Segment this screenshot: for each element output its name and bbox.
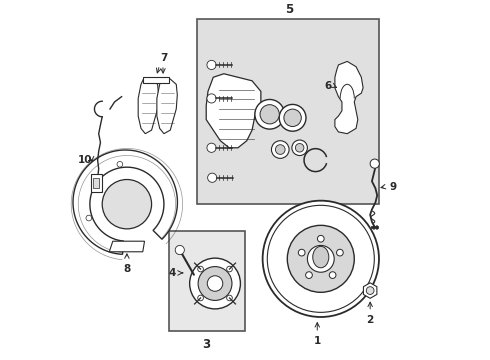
Circle shape bbox=[255, 99, 285, 129]
Circle shape bbox=[86, 215, 92, 221]
Circle shape bbox=[198, 267, 232, 301]
Ellipse shape bbox=[313, 246, 329, 268]
Bar bbox=[169, 231, 245, 331]
Polygon shape bbox=[335, 62, 363, 134]
Circle shape bbox=[198, 266, 203, 272]
Text: 3: 3 bbox=[202, 338, 210, 351]
Circle shape bbox=[227, 266, 232, 272]
Text: 2: 2 bbox=[367, 315, 374, 325]
Circle shape bbox=[292, 140, 307, 156]
Circle shape bbox=[284, 109, 301, 126]
Circle shape bbox=[337, 249, 343, 256]
Bar bbox=[91, 174, 101, 192]
Circle shape bbox=[208, 173, 217, 182]
Circle shape bbox=[117, 161, 122, 167]
Bar bbox=[143, 77, 169, 83]
Circle shape bbox=[287, 225, 354, 292]
Circle shape bbox=[207, 94, 216, 103]
Circle shape bbox=[307, 246, 334, 272]
Circle shape bbox=[306, 272, 312, 278]
Circle shape bbox=[295, 144, 304, 152]
Circle shape bbox=[260, 105, 279, 124]
Polygon shape bbox=[73, 150, 177, 254]
Circle shape bbox=[190, 258, 241, 309]
Text: 7: 7 bbox=[160, 53, 168, 63]
Circle shape bbox=[267, 205, 374, 312]
Polygon shape bbox=[157, 79, 177, 134]
Circle shape bbox=[279, 104, 306, 131]
Text: 6: 6 bbox=[324, 81, 331, 91]
Text: 1: 1 bbox=[314, 336, 321, 346]
Text: 4: 4 bbox=[169, 268, 176, 278]
Text: 8: 8 bbox=[123, 264, 130, 274]
Polygon shape bbox=[364, 283, 377, 298]
Circle shape bbox=[198, 295, 203, 301]
Circle shape bbox=[263, 201, 379, 317]
Polygon shape bbox=[109, 241, 145, 252]
Bar bbox=[94, 178, 99, 188]
Bar bbox=[197, 19, 379, 204]
Circle shape bbox=[207, 143, 216, 152]
Circle shape bbox=[370, 159, 379, 168]
Polygon shape bbox=[206, 74, 261, 148]
Text: 5: 5 bbox=[285, 3, 293, 15]
Circle shape bbox=[207, 60, 216, 69]
Text: 9: 9 bbox=[390, 181, 397, 192]
Circle shape bbox=[175, 246, 184, 255]
Circle shape bbox=[275, 145, 285, 154]
Circle shape bbox=[93, 175, 98, 181]
Circle shape bbox=[102, 180, 151, 229]
Circle shape bbox=[329, 272, 336, 278]
Circle shape bbox=[271, 141, 289, 158]
Text: 10: 10 bbox=[77, 155, 92, 165]
Circle shape bbox=[227, 295, 232, 301]
Polygon shape bbox=[138, 79, 159, 134]
Circle shape bbox=[318, 235, 324, 242]
Circle shape bbox=[298, 249, 305, 256]
Circle shape bbox=[207, 276, 223, 291]
Circle shape bbox=[366, 287, 374, 294]
